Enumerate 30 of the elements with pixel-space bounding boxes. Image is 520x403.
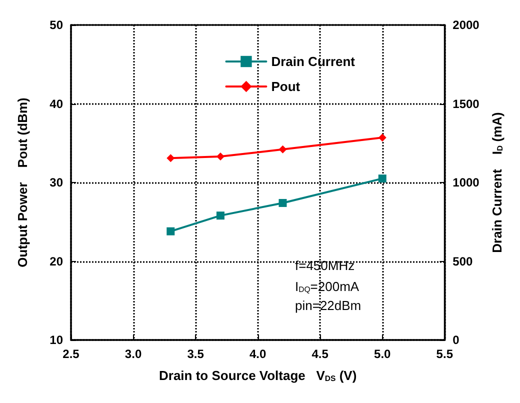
- y2-tick-label: 1000: [452, 176, 480, 190]
- x-tick-label: 4.0: [249, 347, 266, 361]
- y-tick-label: 20: [50, 254, 64, 268]
- x-tick-label: 5.5: [436, 347, 454, 361]
- y2-tick-label: 500: [452, 254, 473, 268]
- y2-tick-label: 2000: [452, 18, 480, 32]
- point: [166, 227, 175, 236]
- point: [216, 152, 224, 161]
- point: [378, 134, 386, 142]
- point: [378, 174, 386, 183]
- annotation: pin=22dBm: [295, 298, 362, 313]
- x-tick-label: 3.5: [187, 347, 204, 361]
- y2-tick-label: 0: [452, 333, 460, 347]
- x-tick-label: 3.0: [124, 347, 142, 361]
- y2-tick-label: 1500: [452, 96, 480, 111]
- legend-label: Drain Current: [271, 54, 356, 69]
- y-tick-label: 50: [50, 18, 64, 32]
- y-tick-label: 40: [50, 96, 64, 111]
- y-axis-title: Output Power Pout (dBm): [15, 98, 30, 268]
- legend-label: Pout: [271, 79, 301, 94]
- point: [278, 198, 287, 207]
- annotation: f=450MHz: [295, 258, 355, 273]
- point: [278, 145, 287, 154]
- point: [166, 154, 175, 162]
- y-tick-label: 30: [50, 176, 64, 190]
- y-tick-label: 10: [50, 333, 64, 347]
- x-tick-label: 5.0: [374, 347, 392, 361]
- x-tick-label: 4.5: [312, 347, 329, 361]
- point: [216, 212, 224, 220]
- x-tick-label: 2.5: [62, 347, 80, 361]
